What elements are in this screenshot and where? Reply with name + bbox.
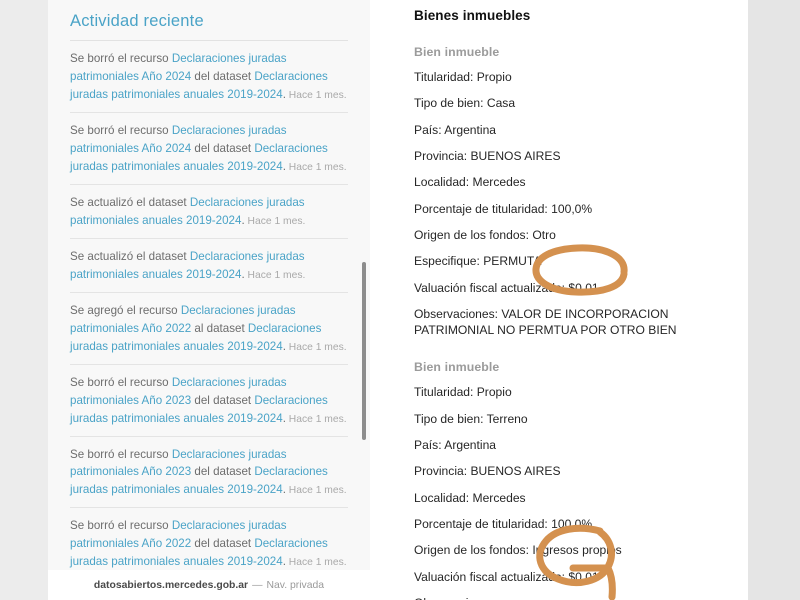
activity-item: Se borró el recurso Declaraciones jurada…	[70, 437, 348, 509]
activity-resource-link[interactable]: Declaraciones juradas patrimoniales Año …	[70, 303, 296, 335]
activity-resource-link[interactable]: Declaraciones juradas patrimoniales Año …	[70, 519, 287, 551]
field-observaciones-2: Observaciones: -	[414, 585, 742, 600]
field-tipo-de-bien-2: Tipo de bien: Terreno	[414, 411, 528, 426]
field-origen-fondos-2: Origen de los fondos: Ingresos propios	[414, 543, 622, 558]
field-valuacion-fiscal-2: Valuación fiscal actualizada: $0,01	[414, 569, 599, 584]
activity-suffix: .	[241, 213, 245, 227]
activity-item: Se borró el recurso Declaraciones jurada…	[70, 113, 348, 185]
activity-prefix: Se borró el recurso	[70, 519, 172, 533]
real-estate-detail-panel: Bienes inmuebles Bien inmueble Titularid…	[398, 0, 748, 600]
field-localidad-1: Localidad: Mercedes	[414, 175, 526, 190]
activity-timestamp: Hace 1 mes.	[285, 413, 347, 425]
activity-dataset-link[interactable]: Declaraciones juradas patrimoniales anua…	[70, 393, 328, 425]
field-pais-1: País: Argentina	[414, 122, 497, 137]
activity-dataset-link[interactable]: Declaraciones juradas patrimoniales anua…	[70, 465, 328, 497]
field-titularidad-2: Titularidad: Propio	[414, 385, 512, 400]
activity-dataset-link[interactable]: Declaraciones juradas patrimoniales anua…	[70, 195, 305, 227]
field-provincia-2: Provincia: BUENOS AIRES	[414, 464, 561, 479]
activity-item: Se borró el recurso Declaraciones jurada…	[70, 365, 348, 437]
activity-suffix: .	[282, 87, 286, 101]
activity-timestamp: Hace 1 mes.	[285, 485, 347, 497]
field-especifique-1: Especifique: PERMUTA	[414, 254, 542, 269]
activity-suffix: .	[282, 555, 286, 569]
field-observaciones-1: Observaciones: VALOR DE INCORPORACION PA…	[414, 306, 677, 338]
activity-resource-link[interactable]: Declaraciones juradas patrimoniales Año …	[70, 447, 287, 479]
activity-suffix: .	[282, 159, 286, 173]
activity-middle: del dataset	[191, 537, 255, 551]
private-browsing-label: Nav. privada	[266, 579, 325, 591]
activity-prefix: Se borró el recurso	[70, 447, 172, 461]
activity-dataset-link[interactable]: Declaraciones juradas patrimoniales anua…	[70, 249, 305, 281]
sub-heading-property-2: Bien inmueble	[414, 360, 500, 375]
activity-timestamp: Hace 1 mes.	[244, 215, 306, 227]
field-localidad-2: Localidad: Mercedes	[414, 490, 526, 505]
activity-resource-link[interactable]: Declaraciones juradas patrimoniales Año …	[70, 123, 287, 155]
activity-middle: del dataset	[191, 393, 255, 407]
activity-suffix: .	[282, 339, 286, 353]
field-origen-fondos-1: Origen de los fondos: Otro	[414, 227, 556, 242]
field-tipo-de-bien-1: Tipo de bien: Casa	[414, 96, 516, 111]
activity-item: Se borró el recurso Declaraciones jurada…	[70, 41, 348, 113]
activity-item: Se actualizó el dataset Declaraciones ju…	[70, 185, 348, 239]
activity-middle: del dataset	[191, 141, 255, 155]
activity-middle: del dataset	[191, 465, 255, 479]
activity-prefix: Se actualizó el dataset	[70, 249, 190, 263]
activity-prefix: Se borró el recurso	[70, 52, 172, 65]
sub-heading-property-1: Bien inmueble	[414, 45, 500, 59]
field-porcentaje-titularidad-2: Porcentaje de titularidad: 100,0%	[414, 517, 593, 531]
activity-timestamp: Hace 1 mes.	[285, 161, 347, 173]
activity-dataset-link[interactable]: Declaraciones juradas patrimoniales anua…	[70, 321, 322, 353]
field-pais-2: País: Argentina	[414, 438, 497, 453]
activity-suffix: .	[282, 411, 286, 425]
activity-timestamp: Hace 1 mes.	[285, 89, 347, 101]
section-title: Bienes inmuebles	[414, 8, 531, 23]
status-separator: —	[252, 579, 263, 591]
activity-item: Se agregó el recurso Declaraciones jurad…	[70, 293, 348, 365]
activity-resource-link[interactable]: Declaraciones juradas patrimoniales Año …	[70, 52, 287, 83]
activity-timestamp: Hace 1 mes.	[285, 341, 347, 353]
activity-suffix: .	[282, 483, 286, 497]
vertical-scrollbar[interactable]	[362, 262, 366, 440]
activity-middle: del dataset	[191, 69, 255, 83]
activity-item: Se actualizó el dataset Declaraciones ju…	[70, 239, 348, 293]
field-porcentaje-titularidad-1: Porcentaje de titularidad: 100,0%	[414, 201, 593, 216]
recent-activity-panel: Actividad reciente Se borró el recurso D…	[48, 0, 370, 600]
activity-dataset-link[interactable]: Declaraciones juradas patrimoniales anua…	[70, 141, 328, 173]
activity-timestamp: Hace 1 mes.	[244, 269, 306, 281]
activity-prefix: Se agregó el recurso	[70, 303, 181, 317]
activity-suffix: .	[241, 267, 245, 281]
left-page-margin	[0, 0, 48, 600]
activity-prefix: Se actualizó el dataset	[70, 195, 190, 209]
field-valuacion-fiscal-1: Valuación fiscal actualizada: $0,01	[414, 280, 599, 295]
activity-timestamp: Hace 1 mes.	[285, 557, 347, 569]
activity-resource-link[interactable]: Declaraciones juradas patrimoniales Año …	[70, 375, 287, 407]
activity-middle: al dataset	[191, 321, 248, 335]
activity-dataset-link[interactable]: Declaraciones juradas patrimoniales anua…	[70, 69, 328, 101]
activity-list: Se borró el recurso Declaraciones jurada…	[70, 41, 348, 600]
status-url: datosabiertos.mercedes.gob.ar	[93, 579, 249, 591]
activity-prefix: Se borró el recurso	[70, 123, 172, 137]
activity-dataset-link[interactable]: Declaraciones juradas patrimoniales anua…	[70, 537, 328, 569]
page-title: Actividad reciente	[70, 0, 348, 41]
right-page-margin	[748, 0, 800, 600]
activity-item: Se borró el recurso Declaraciones jurada…	[70, 508, 348, 581]
field-provincia-1: Provincia: BUENOS AIRES	[414, 148, 561, 163]
browser-status-bar: datosabiertos.mercedes.gob.ar — Nav. pri…	[48, 570, 370, 600]
field-titularidad-1: Titularidad: Propio	[414, 70, 512, 84]
panel-gutter	[370, 0, 398, 600]
activity-prefix: Se borró el recurso	[70, 375, 172, 389]
